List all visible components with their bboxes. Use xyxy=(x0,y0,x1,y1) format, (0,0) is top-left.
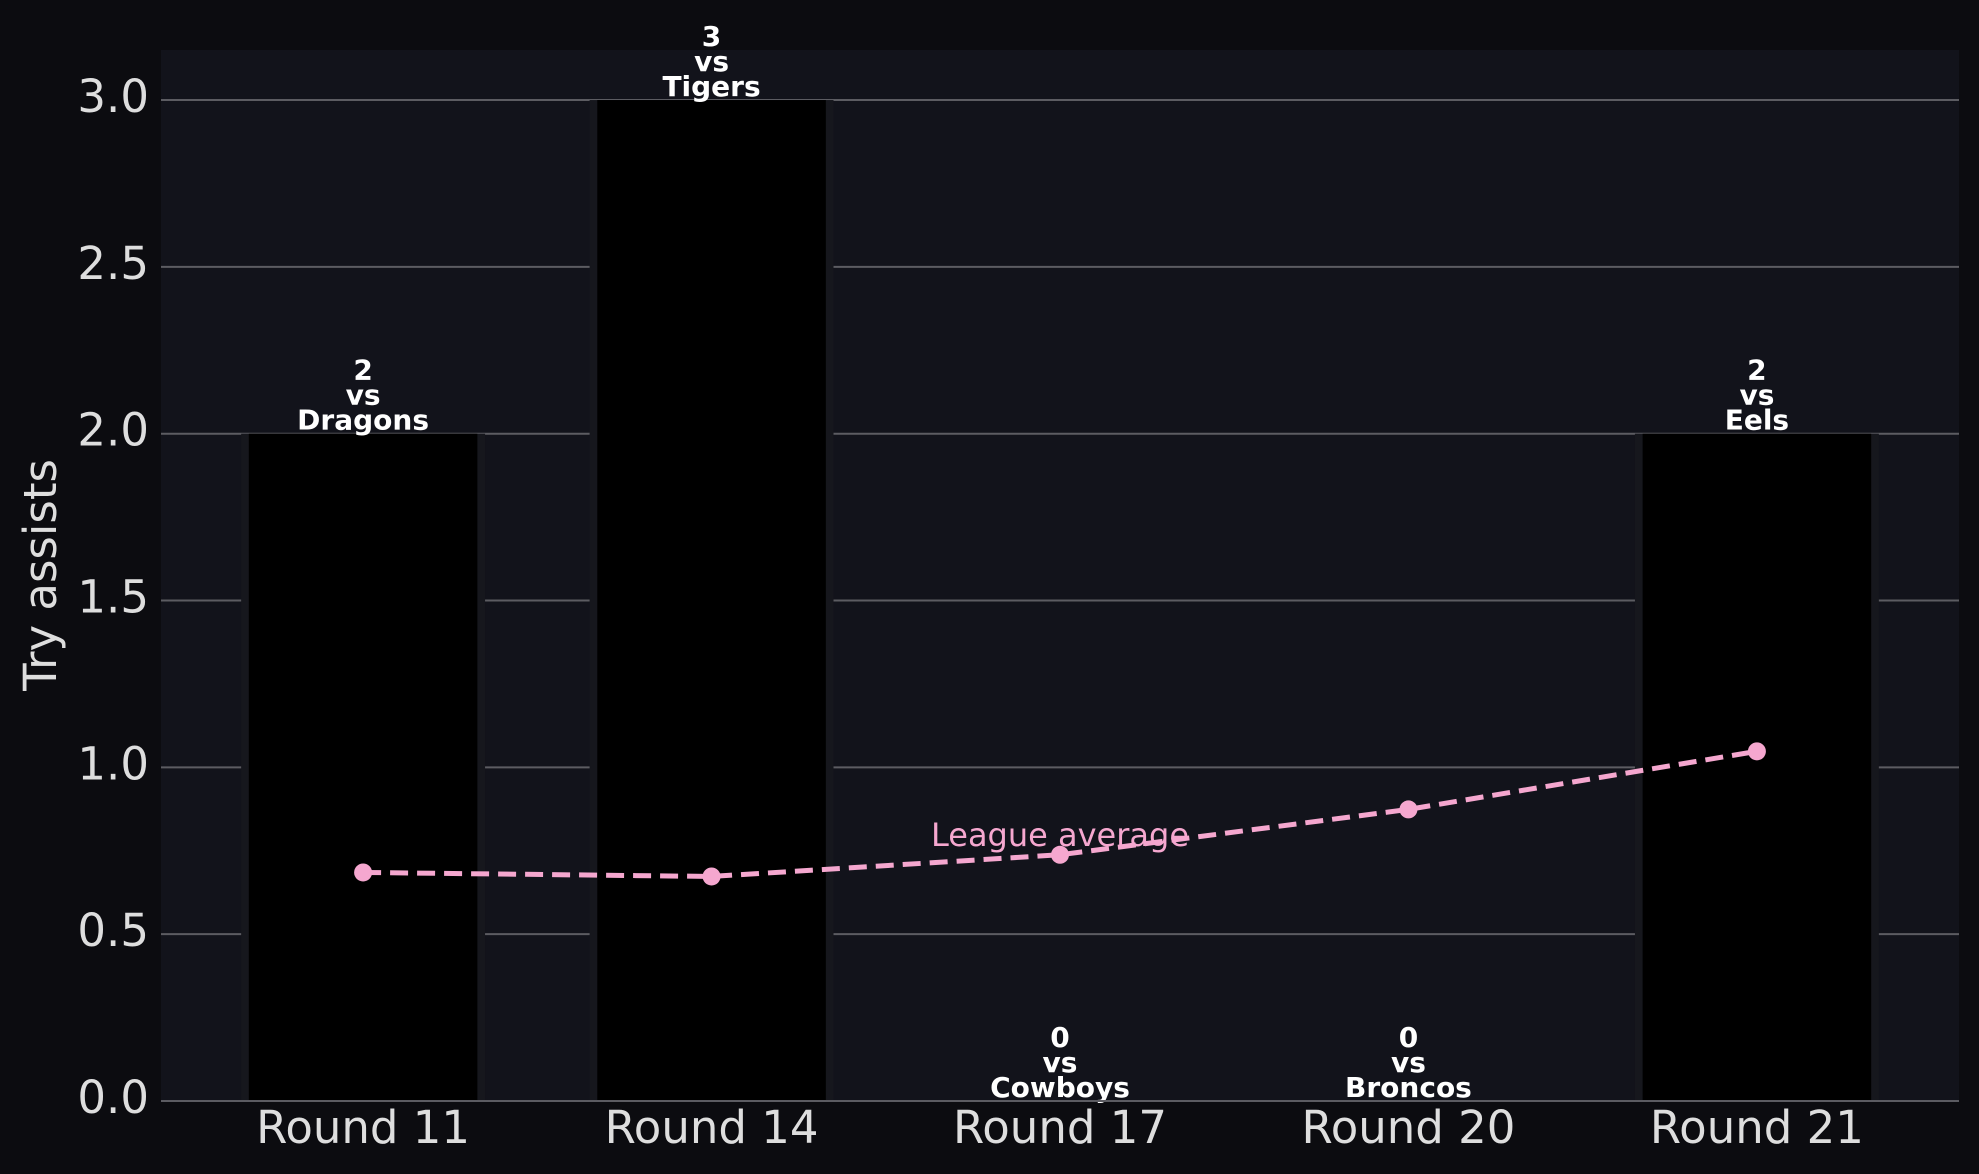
value-label-line: 0 xyxy=(1399,1021,1418,1054)
value-label: 0 vs Broncos xyxy=(1345,1021,1472,1104)
y-tick-label: 1.5 xyxy=(77,571,149,624)
value-label-line: Broncos xyxy=(1345,1071,1472,1104)
value-label: 2 vs Dragons xyxy=(297,354,429,437)
value-label-line: 2 xyxy=(353,354,372,387)
bar xyxy=(597,100,826,1102)
average-point xyxy=(1747,742,1766,761)
value-label-line: vs xyxy=(694,45,729,78)
average-point xyxy=(1399,800,1418,819)
y-tick-label: 1.0 xyxy=(77,737,149,790)
value-label-line: Tigers xyxy=(662,70,760,103)
value-label: 0 vs Cowboys xyxy=(990,1021,1130,1104)
value-label-line: Dragons xyxy=(297,404,429,437)
value-label: 3 vs Tigers xyxy=(662,20,760,103)
average-point xyxy=(702,867,721,886)
y-tick-label: 3.0 xyxy=(77,70,149,123)
line-annotation: League average xyxy=(931,816,1189,854)
y-tick-label: 0.5 xyxy=(77,904,149,957)
x-tick-label: Round 11 xyxy=(256,1101,470,1154)
x-tick-label: Round 17 xyxy=(953,1101,1167,1154)
bar xyxy=(1642,433,1872,1101)
x-tick-label: Round 20 xyxy=(1301,1101,1515,1154)
average-point xyxy=(354,863,373,882)
value-label-line: vs xyxy=(1043,1046,1078,1079)
x-tick-label: Round 21 xyxy=(1650,1101,1864,1154)
y-axis-label: Try assists xyxy=(14,459,67,692)
value-label-line: 2 xyxy=(1747,354,1766,387)
bar xyxy=(248,433,478,1101)
value-label: 2 vs Eels xyxy=(1725,354,1789,437)
average-line xyxy=(363,748,1758,879)
value-label-line: Eels xyxy=(1725,404,1789,437)
y-tick-label: 2.0 xyxy=(77,404,149,457)
value-label-line: 0 xyxy=(1050,1021,1069,1054)
value-label-line: vs xyxy=(346,379,381,412)
y-tick-label: 2.5 xyxy=(77,237,149,290)
x-tick-label: Round 14 xyxy=(605,1101,819,1154)
value-label-line: 3 xyxy=(702,20,721,53)
value-label-line: Cowboys xyxy=(990,1071,1130,1104)
value-label-line: vs xyxy=(1391,1046,1426,1079)
value-label-line: vs xyxy=(1739,379,1774,412)
average-point xyxy=(1051,845,1069,864)
y-tick-label: 0.0 xyxy=(77,1071,149,1124)
